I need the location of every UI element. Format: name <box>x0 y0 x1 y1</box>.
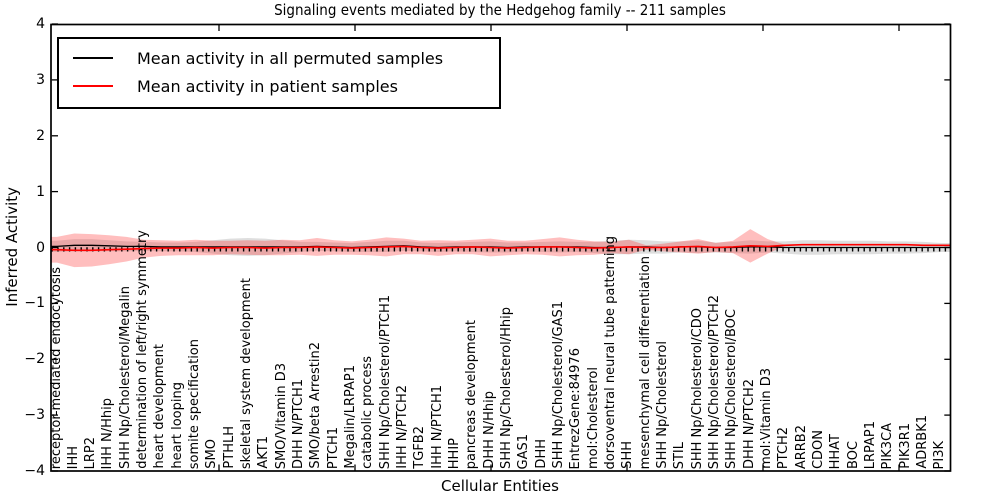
x-tick-label: PIK3CA <box>880 422 896 469</box>
y-tick-label: −1 <box>24 295 45 312</box>
x-tick-label: SHH Np/Cholesterol/GAS1 <box>551 301 567 469</box>
x-tick-label: pancreas development <box>464 319 480 469</box>
x-tick-label: EntrezGene:84976 <box>568 347 584 469</box>
x-tick-label: HHAT <box>828 433 844 469</box>
permuted-line-swatch-icon <box>73 57 113 59</box>
x-tick-label: PTHLH <box>221 426 237 469</box>
x-tick-label: SHH Np/Cholesterol/PTCH2 <box>707 294 723 469</box>
x-tick-label: SHH Np/Cholesterol/CDO <box>689 307 705 469</box>
x-tick-label: LRP2 <box>83 436 99 469</box>
x-tick-label: PTCH2 <box>776 426 792 469</box>
chart-title: Signaling events mediated by the Hedgeho… <box>274 1 726 19</box>
legend-label-patient: Mean activity in patient samples <box>137 76 398 96</box>
x-tick-label: determination of left/right symmetry <box>135 230 151 469</box>
x-tick-label: STIL <box>672 441 688 469</box>
legend-entry-permuted: Mean activity in all permuted samples <box>73 44 499 72</box>
x-tick-label: receptor-mediated endocytosis <box>48 266 64 469</box>
x-tick-label: SHH Np/Cholesterol <box>655 341 671 469</box>
x-tick-label: somite specification <box>187 338 203 469</box>
y-tick-label: 4 <box>36 16 45 32</box>
x-tick-label: Megalin/LRPAP1 <box>343 365 359 469</box>
x-tick-label: LRPAP1 <box>863 420 879 469</box>
x-tick-label: heart development <box>152 344 168 469</box>
plot-border <box>50 23 952 472</box>
y-tick-label: 1 <box>36 183 45 200</box>
x-tick-label: skeletal system development <box>239 277 255 469</box>
x-tick-label: dorsoventral neural tube patterning <box>603 235 619 469</box>
x-tick-label: DHH N/Hhip <box>481 391 497 469</box>
y-tick-label: −2 <box>24 351 45 368</box>
legend: Mean activity in all permuted samples Me… <box>57 37 501 109</box>
x-tick-label: DHH N/PTCH1 <box>291 379 307 469</box>
x-tick-label: ARRB2 <box>793 424 809 469</box>
x-tick-label: CDON <box>811 429 827 469</box>
x-tick-label: SMO/beta Arrestin2 <box>308 342 324 469</box>
x-tick-label: catabolic process <box>360 356 376 469</box>
x-tick-label: HHIP <box>447 437 463 469</box>
x-tick-label: PIK3R1 <box>897 423 913 469</box>
patient-line-swatch-icon <box>73 85 113 87</box>
x-tick-label: SHH Np/Cholesterol/PTCH1 <box>377 294 393 469</box>
y-tick-label: −3 <box>24 407 45 424</box>
x-tick-label: DHH N/PTCH2 <box>741 379 757 469</box>
y-tick-label: 3 <box>36 71 45 88</box>
x-tick-label: GAS1 <box>516 433 532 470</box>
legend-label-permuted: Mean activity in all permuted samples <box>137 48 444 68</box>
x-tick-label: DHH <box>533 439 549 469</box>
x-tick-label: SMO <box>204 439 220 469</box>
patient-mean-line <box>51 243 951 252</box>
x-tick-label: IHH N/Hhip <box>100 397 116 470</box>
x-tick-label: PTCH1 <box>325 426 341 469</box>
x-tick-label: SHH <box>620 441 636 469</box>
y-tick-label: 2 <box>36 127 45 144</box>
x-tick-label: SHH Np/Cholesterol/Hhip <box>499 307 515 469</box>
x-tick-label: heart looping <box>169 382 185 469</box>
x-tick-label: IHH N/PTCH2 <box>395 385 411 469</box>
x-tick-label: SHH Np/Cholesterol/Megalin <box>117 286 133 469</box>
x-tick-label: ADRBK1 <box>915 415 931 469</box>
x-tick-label: SHH Np/Cholesterol/BOC <box>724 308 740 469</box>
y-tick-label: −4 <box>24 463 45 479</box>
x-tick-label: AKT1 <box>256 436 272 469</box>
x-tick-label: PI3K <box>932 440 948 469</box>
x-tick-label: SMO/Vitamin D3 <box>273 362 289 469</box>
x-tick-label: mol:Vitamin D3 <box>759 368 775 469</box>
x-tick-label: mesenchymal cell differentiation <box>637 255 653 469</box>
x-tick-label: mol:Cholesterol <box>585 367 601 469</box>
x-tick-label: IHH <box>65 445 81 469</box>
axis-ticks <box>51 23 951 472</box>
x-tick-label: BOC <box>845 441 861 469</box>
x-tick-label: IHH N/PTCH1 <box>429 385 445 469</box>
x-tick-label: TGFB2 <box>412 426 428 469</box>
y-tick-label: 0 <box>36 239 45 256</box>
legend-entry-patient: Mean activity in patient samples <box>73 72 499 100</box>
x-axis-label: Cellular Entities <box>441 477 559 495</box>
